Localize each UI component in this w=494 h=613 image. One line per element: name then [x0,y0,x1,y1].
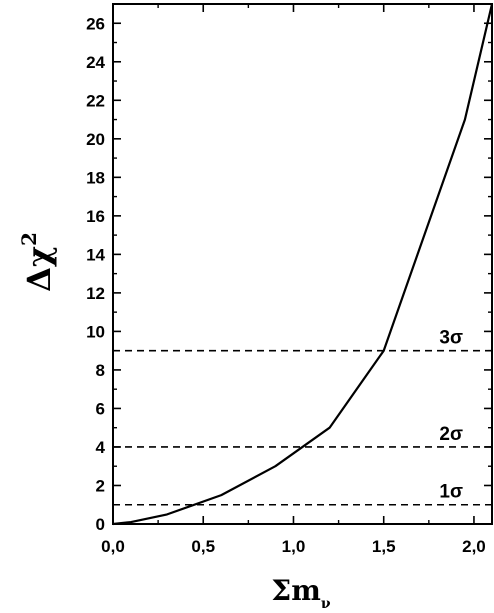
x-tick-label: 1,5 [372,537,396,556]
y-tick-label: 8 [96,361,105,380]
y-tick-label: 4 [96,438,106,457]
x-tick-label: 0,0 [101,537,125,556]
x-tick-label: 2,0 [462,537,486,556]
x-ticks: 0,0 0,5 1,0 1,5 2,0 [101,4,486,556]
x-tick-label: 1,0 [282,537,306,556]
y-tick-label: 10 [86,322,105,341]
series-line-1 [112,3,494,526]
axes-group [112,3,493,525]
y-axis-title: Δχ2 [17,232,58,292]
y-tick-label: 6 [96,399,105,418]
x-axis-title: Σmν [271,574,330,612]
sigma-label-3: 3σ [439,328,463,349]
y-tick-label: 16 [86,207,105,226]
y-tick-label: 18 [86,168,105,187]
y-tick-label: 12 [86,284,105,303]
reference-lines: 1σ 2σ 3σ [113,328,492,506]
x-tick-label: 0,5 [191,537,215,556]
y-tick-label: 22 [86,91,105,110]
y-tick-label: 20 [86,130,105,149]
plot-frame [112,3,493,525]
sigma-label-1: 1σ [439,482,463,503]
y-tick-label: 0 [96,515,105,534]
series-group [112,3,494,526]
y-tick-label: 2 [96,476,105,495]
sigma-label-2: 2σ [439,424,463,445]
y-tick-label: 26 [86,14,105,33]
y-tick-label: 24 [86,53,105,72]
y-tick-label: 14 [86,245,105,264]
